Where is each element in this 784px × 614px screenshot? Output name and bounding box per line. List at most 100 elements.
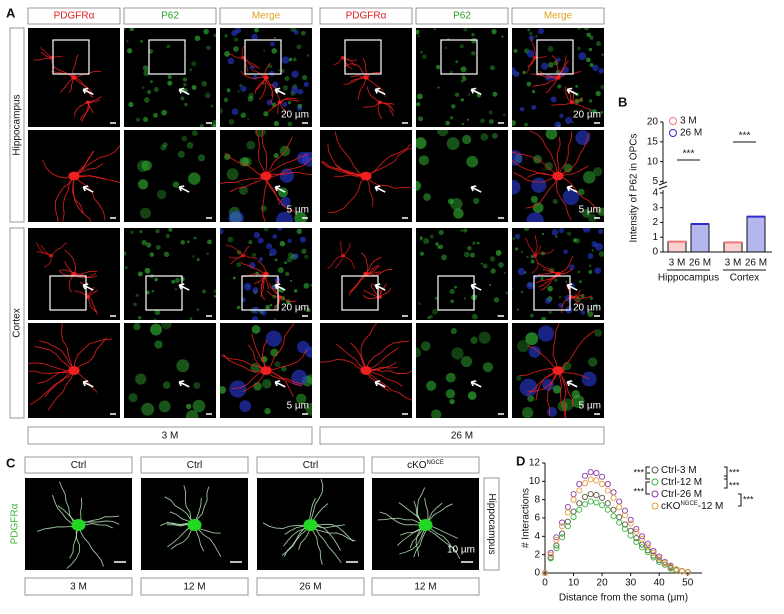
p62-speck — [460, 80, 464, 83]
soma — [555, 75, 561, 80]
nucleus — [220, 228, 224, 235]
image-content — [220, 130, 312, 222]
soma — [48, 253, 54, 258]
data-point — [570, 514, 577, 521]
x-tick-label: 0 — [542, 578, 548, 589]
process — [240, 261, 267, 275]
p62-speck — [548, 62, 554, 68]
process — [365, 264, 380, 275]
p62-speck — [139, 230, 143, 234]
data-point — [639, 533, 646, 540]
data-point — [553, 545, 560, 552]
process — [265, 171, 312, 177]
image-bg — [124, 130, 216, 222]
bar — [723, 241, 743, 253]
bottom-label: 26 M — [299, 582, 321, 593]
p62-speck — [423, 193, 431, 201]
process — [379, 511, 426, 526]
soma — [552, 366, 564, 375]
y-tick-label: 8 — [534, 494, 540, 505]
soma — [68, 171, 80, 181]
p62-speck — [181, 135, 188, 142]
nucleus — [252, 74, 258, 80]
data-point — [587, 491, 594, 498]
data-point — [627, 516, 634, 523]
process — [557, 256, 574, 275]
p62-speck — [450, 299, 454, 303]
image-content — [416, 328, 504, 418]
process — [379, 287, 392, 298]
nucleus — [297, 106, 303, 111]
p62-speck — [591, 249, 594, 252]
soma — [263, 271, 269, 277]
p62-speck — [564, 280, 568, 283]
nucleus — [519, 378, 538, 397]
process — [320, 359, 367, 371]
soma — [85, 100, 90, 104]
p62-speck — [462, 228, 468, 233]
nucleus — [526, 281, 535, 290]
data-point — [604, 500, 611, 507]
p62-speck — [149, 252, 155, 257]
header-box — [371, 456, 480, 474]
data-point — [581, 480, 589, 487]
y-axis-label: Intensity of P62 in OPCs — [629, 134, 640, 243]
image-bg — [124, 228, 216, 320]
data-point — [627, 527, 634, 534]
nucleus — [531, 177, 547, 193]
region-label-box — [483, 477, 500, 571]
data-point — [678, 568, 686, 575]
micrograph — [320, 130, 412, 222]
micrograph — [416, 228, 508, 320]
p62-speck — [541, 316, 547, 320]
p62-speck — [226, 88, 231, 93]
p62-speck — [150, 80, 153, 84]
p62-speck — [548, 310, 552, 315]
p62-speck — [547, 285, 553, 292]
column-header: Merge — [252, 11, 281, 22]
header-box — [256, 456, 365, 474]
p62-speck — [273, 121, 279, 127]
process — [225, 244, 244, 256]
soma — [48, 56, 54, 60]
process — [229, 175, 267, 193]
micrograph — [124, 228, 216, 320]
process — [279, 97, 297, 103]
arrow — [178, 87, 190, 96]
data-point — [564, 503, 571, 511]
data-point — [650, 549, 657, 556]
legend-name: Ctrl-26 M — [661, 489, 702, 500]
p62-speck — [588, 47, 593, 52]
micrograph — [28, 130, 120, 222]
arrow — [82, 185, 94, 193]
process — [365, 72, 381, 78]
p62-speck — [137, 179, 149, 190]
micrograph — [220, 130, 312, 222]
p62-speck — [141, 86, 145, 90]
process — [327, 255, 344, 270]
nucleus — [239, 400, 252, 413]
panel-label: A — [6, 5, 16, 20]
p62-speck — [490, 268, 496, 274]
process — [336, 343, 367, 371]
p62-speck — [516, 308, 520, 311]
arrow — [470, 87, 482, 96]
data-point — [576, 500, 583, 507]
process — [265, 153, 309, 177]
data-point — [633, 538, 640, 545]
p62-speck — [236, 305, 241, 310]
nucleus — [305, 346, 312, 358]
process — [281, 524, 311, 556]
bottom-label-box — [256, 577, 365, 596]
process — [87, 296, 98, 313]
nucleus — [526, 49, 535, 58]
p62-speck — [463, 251, 470, 258]
p62-speck — [124, 28, 127, 31]
p62-speck — [469, 252, 475, 258]
p62-speck — [426, 380, 437, 391]
image-bg — [416, 28, 508, 127]
process — [73, 270, 98, 275]
data-point — [616, 503, 623, 511]
nucleus — [582, 228, 591, 233]
image-bg — [416, 228, 508, 320]
